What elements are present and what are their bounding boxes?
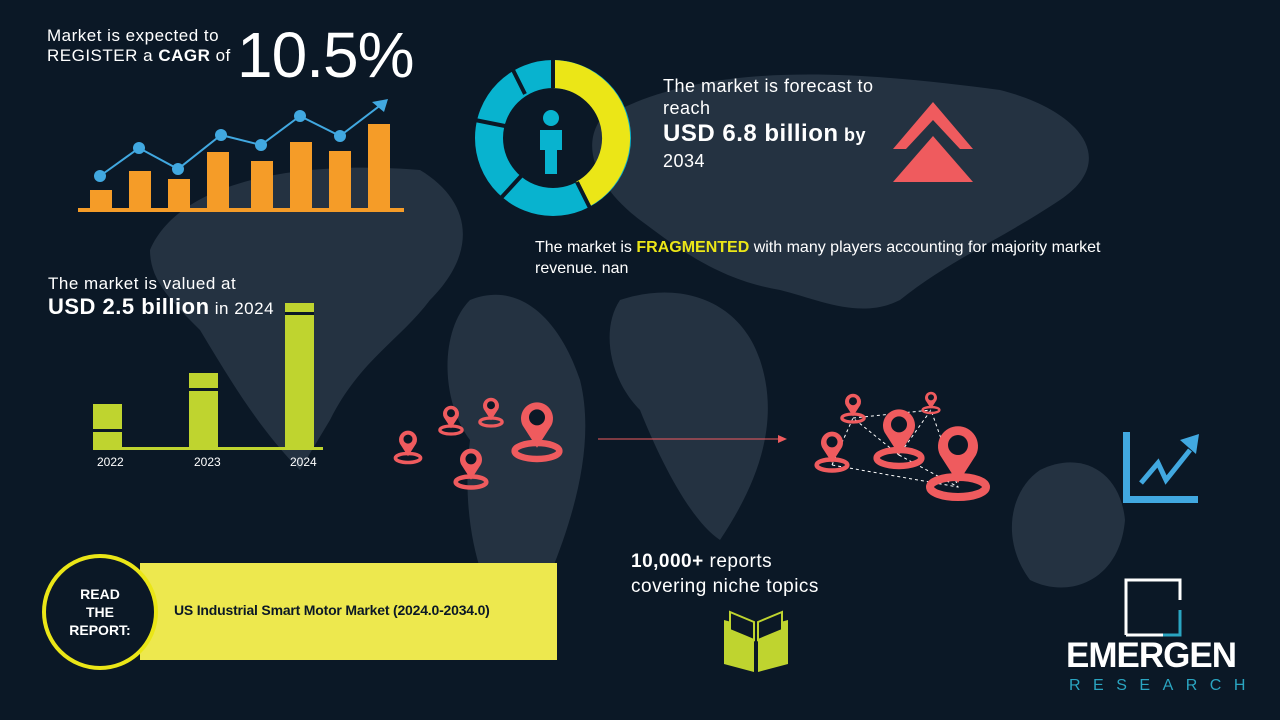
valued-post: in 2024 [209,299,275,318]
forecast-line1: The market is forecast to [663,76,874,96]
fragmented-pre: The market is [535,239,637,256]
reports-count: 10,000+ [631,551,704,572]
fragmented-text: The market is FRAGMENTED with many playe… [535,237,1235,279]
report-label: REPORT: [69,622,131,638]
baseline [93,447,323,450]
cagr-post: of [210,46,231,65]
fragmented-highlight: FRAGMENTED [636,239,750,256]
label-2024: 2024 [290,455,317,469]
valued-line1: The market is valued at [48,274,237,293]
forecast-line2: reach [663,98,711,118]
forecast-year: 2034 [663,151,706,171]
cagr-line2: REGISTER a CAGR of [47,46,231,66]
valued-value: USD 2.5 billion [48,294,210,319]
the-label: THE [86,604,114,620]
report-banner[interactable]: US Industrial Smart Motor Market (2024.0… [140,563,557,660]
cagr-pre: REGISTER a [47,46,159,65]
label-2022: 2022 [97,455,124,469]
reports-line2: covering niche topics [631,576,819,597]
cagr-line1: Market is expected to [47,26,220,45]
cagr-text: Market is expected to REGISTER a CAGR of [47,26,231,66]
reports-text: 10,000+ reports covering niche topics [631,549,819,599]
logo-name: EMERGEN [1066,636,1237,675]
forecast-value: USD 6.8 billion [663,120,839,147]
cagr-value: 10.5% [237,19,414,91]
reports-post: reports [703,551,773,572]
fragmented-post: with many players accounting for majorit… [749,239,1101,256]
bar-2022 [93,404,122,448]
logo-sub: RESEARCH [1069,677,1258,694]
report-title[interactable]: US Industrial Smart Motor Market (2024.0… [174,602,490,618]
read-report-button[interactable]: READ THE REPORT: [42,554,158,670]
forecast-by: by [838,125,867,145]
fragmented-line2: revenue. nan [535,260,629,277]
label-2023: 2023 [194,455,221,469]
bar-2023 [189,373,218,448]
cagr-bold: CAGR [158,46,211,65]
forecast-text: The market is forecast to reach USD 6.8 … [663,75,874,172]
bar-2024 [285,303,314,448]
read-label: READ [80,586,120,602]
valued-text: The market is valued at USD 2.5 billion … [48,274,274,319]
